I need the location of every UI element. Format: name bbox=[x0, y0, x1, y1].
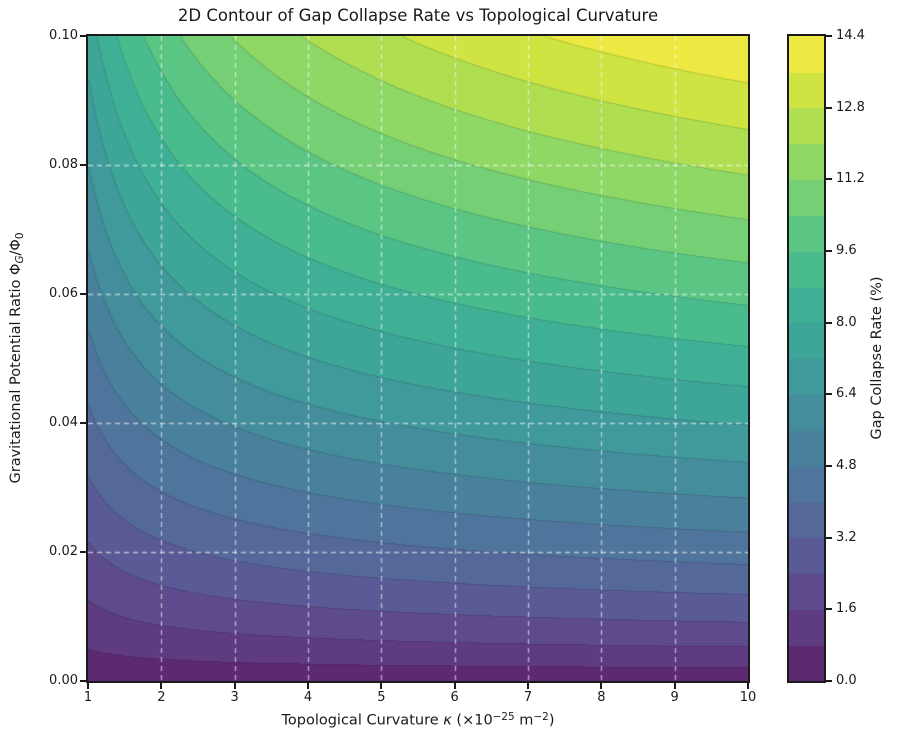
x-tick-label: 5 bbox=[377, 690, 386, 705]
x-tick-mark bbox=[527, 683, 529, 689]
colorbar-tick-mark bbox=[826, 35, 832, 37]
y-tick-label: 0.10 bbox=[49, 28, 78, 43]
x-tick-mark bbox=[453, 683, 456, 689]
colorbar-tick-label: 11.2 bbox=[836, 171, 865, 187]
y-tick-label: 0.04 bbox=[49, 415, 78, 430]
y-tick-mark bbox=[80, 680, 86, 682]
x-tick-mark bbox=[233, 683, 236, 689]
x-tick-mark bbox=[380, 683, 383, 689]
colorbar-tick-label: 6.4 bbox=[836, 386, 857, 402]
colorbar-tick-label: 4.8 bbox=[836, 458, 857, 473]
y-axis-label: Gravitational Potential Ratio ΦG/Φ0 bbox=[8, 232, 26, 483]
x-tick-label: 7 bbox=[523, 690, 533, 705]
colorbar-tick-label: 12.8 bbox=[836, 99, 865, 115]
x-tick-mark bbox=[87, 683, 89, 689]
colorbar-tick-label: 1.6 bbox=[836, 601, 857, 617]
colorbar-tick-mark bbox=[826, 106, 832, 109]
label-part: G bbox=[14, 255, 27, 264]
y-tick-label: 0.06 bbox=[49, 286, 78, 301]
y-tick-mark bbox=[80, 35, 86, 37]
chart-title: 2D Contour of Gap Collapse Rate vs Topol… bbox=[177, 6, 659, 25]
colorbar-tick-mark bbox=[826, 608, 832, 611]
colorbar-tick-label: 8.0 bbox=[836, 314, 857, 330]
y-tick-mark bbox=[80, 551, 86, 553]
x-tick-mark bbox=[747, 683, 749, 689]
x-tick-mark bbox=[673, 683, 676, 689]
colorbar-tick-mark bbox=[826, 250, 832, 252]
colorbar-tick-mark bbox=[826, 465, 832, 467]
y-tick-label: 0.00 bbox=[49, 673, 78, 688]
colorbar-tick-mark bbox=[826, 536, 832, 539]
x-tick-label: 1 bbox=[83, 690, 93, 705]
colorbar-canvas bbox=[789, 36, 824, 681]
x-tick-label: 9 bbox=[670, 690, 679, 705]
label-part: ) bbox=[548, 712, 555, 729]
x-tick-label: 3 bbox=[230, 690, 239, 705]
x-tick-mark bbox=[600, 683, 603, 689]
colorbar bbox=[787, 34, 826, 683]
colorbar-tick-mark bbox=[826, 321, 832, 324]
contour-canvas bbox=[88, 36, 748, 681]
x-tick-label: 4 bbox=[303, 690, 313, 705]
colorbar-tick-label: 14.4 bbox=[836, 28, 865, 43]
plot-area bbox=[86, 34, 750, 683]
x-tick-label: 8 bbox=[597, 690, 606, 705]
colorbar-tick-mark bbox=[826, 393, 832, 396]
label-part: Gravitational Potential Ratio Φ bbox=[7, 263, 24, 484]
y-tick-label: 0.02 bbox=[49, 544, 78, 559]
label-part: −25 bbox=[492, 711, 515, 723]
colorbar-tick-mark bbox=[826, 680, 832, 682]
y-tick-mark bbox=[80, 164, 86, 166]
label-part: Topological Curvature bbox=[281, 712, 444, 729]
label-part: /Φ bbox=[7, 239, 24, 256]
y-tick-mark bbox=[80, 293, 86, 295]
x-tick-mark bbox=[160, 683, 163, 689]
x-tick-label: 2 bbox=[157, 690, 166, 705]
x-tick-label: 10 bbox=[739, 690, 757, 705]
colorbar-tick-mark bbox=[826, 178, 832, 181]
colorbar-tick-label: 3.2 bbox=[836, 529, 857, 545]
x-axis-label: Topological Curvature κ (×10−25 m−2) bbox=[118, 711, 718, 728]
colorbar-tick-label: 0.0 bbox=[836, 673, 857, 688]
y-tick-mark bbox=[80, 422, 86, 424]
label-part: (×10 bbox=[451, 712, 493, 729]
x-tick-label: 6 bbox=[450, 690, 459, 705]
x-tick-mark bbox=[307, 683, 309, 689]
colorbar-tick-label: 9.6 bbox=[836, 243, 857, 258]
y-tick-label: 0.08 bbox=[49, 157, 78, 172]
label-part: −2 bbox=[533, 711, 549, 723]
colorbar-label: Gap Collapse Rate (%) bbox=[869, 276, 885, 440]
label-part: 0 bbox=[14, 232, 27, 240]
label-part: m bbox=[514, 712, 534, 729]
label-part: κ bbox=[443, 712, 452, 729]
